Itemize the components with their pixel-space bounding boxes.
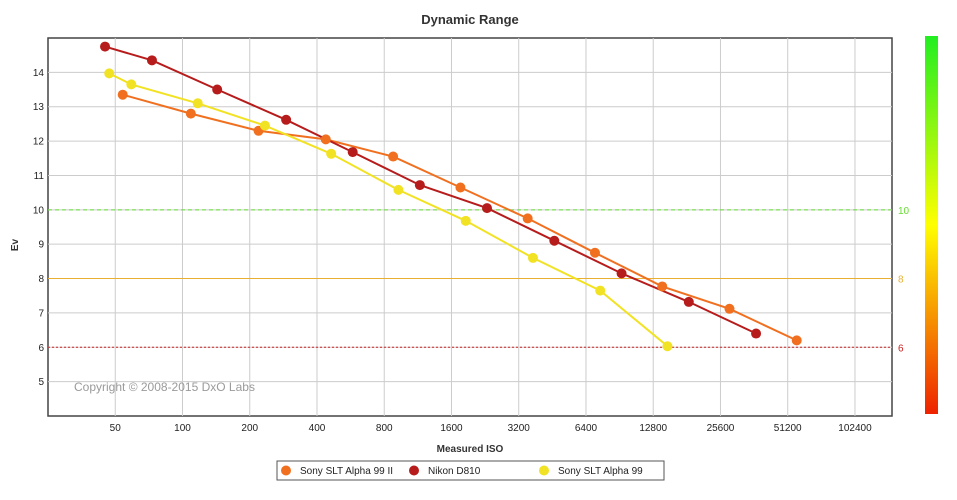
color-scale-bar [925, 36, 938, 414]
data-point [482, 203, 493, 214]
x-tick-label: 1600 [440, 423, 463, 434]
x-tick-label: 100 [174, 423, 191, 434]
data-point [104, 68, 115, 79]
data-point [347, 147, 358, 158]
data-point [460, 215, 471, 226]
y-tick-label: 14 [33, 68, 45, 79]
legend-marker [539, 465, 549, 476]
y-tick-label: 5 [38, 377, 44, 388]
legend-label: Nikon D810 [428, 466, 481, 477]
data-point [662, 341, 673, 352]
data-point [388, 151, 399, 162]
y-tick-label: 13 [33, 102, 45, 113]
data-point [281, 114, 292, 125]
x-tick-label: 51200 [774, 423, 802, 434]
series-line [108, 72, 669, 347]
data-point [192, 98, 203, 109]
x-tick-label: 50 [110, 423, 122, 434]
data-point [791, 335, 802, 346]
data-point [326, 148, 337, 159]
series-layer [100, 41, 802, 352]
data-point [414, 180, 425, 191]
y-axis-ticks: 5 6 7 8 9 10 11 12 13 14 [33, 68, 45, 388]
legend: Sony SLT Alpha 99 II Nikon D810 Sony SLT A… [281, 465, 643, 477]
data-point [126, 79, 137, 90]
data-point [549, 235, 560, 246]
x-tick-label: 12800 [639, 423, 667, 434]
data-point [595, 285, 606, 296]
data-point [589, 247, 600, 258]
x-tick-label: 200 [241, 423, 258, 434]
data-point [212, 84, 223, 95]
data-point [527, 252, 538, 263]
data-point [259, 120, 270, 131]
data-point [751, 328, 762, 339]
data-point [683, 296, 694, 307]
data-point [185, 108, 196, 119]
reference-lines: 10 8 6 [48, 206, 910, 354]
x-tick-label: 6400 [575, 423, 598, 434]
legend-marker [409, 465, 419, 476]
y-tick-label: 12 [33, 137, 45, 148]
data-point [455, 182, 466, 193]
reference-line-label: 6 [898, 343, 904, 354]
legend-label: Sony SLT Alpha 99 II [300, 466, 393, 477]
data-point [657, 281, 668, 292]
data-point [146, 55, 157, 66]
x-tick-label: 400 [309, 423, 326, 434]
reference-line-label: 10 [898, 206, 910, 217]
legend-marker [281, 465, 291, 476]
y-axis-title: Ev [10, 238, 21, 251]
data-point [522, 213, 533, 224]
data-point [393, 184, 404, 195]
y-tick-label: 8 [38, 274, 44, 285]
y-tick-label: 7 [38, 308, 44, 319]
reference-line-label: 8 [898, 275, 904, 286]
data-point [616, 268, 627, 279]
legend-label: Sony SLT Alpha 99 [558, 466, 643, 477]
x-tick-label: 102400 [838, 423, 872, 434]
chart-title: Dynamic Range [421, 12, 519, 27]
x-tick-label: 3200 [508, 423, 531, 434]
x-tick-label: 25600 [707, 423, 735, 434]
y-tick-label: 10 [33, 205, 45, 216]
y-tick-label: 9 [38, 240, 44, 251]
y-tick-label: 11 [34, 171, 45, 182]
data-point [100, 41, 111, 52]
data-point [320, 134, 331, 145]
data-point [724, 303, 735, 314]
x-axis-ticks: 50 100 200 400 800 1600 3200 6400 12800 25600 5120… [110, 423, 872, 434]
plot-area [47, 37, 893, 417]
copyright-annotation: Copyright © 2008-2015 DxO Labs [74, 380, 255, 394]
data-point [117, 89, 128, 100]
legend-box [276, 460, 665, 481]
x-tick-label: 800 [376, 423, 393, 434]
y-tick-label: 6 [38, 343, 44, 354]
x-axis-title: Measured ISO [437, 444, 504, 455]
